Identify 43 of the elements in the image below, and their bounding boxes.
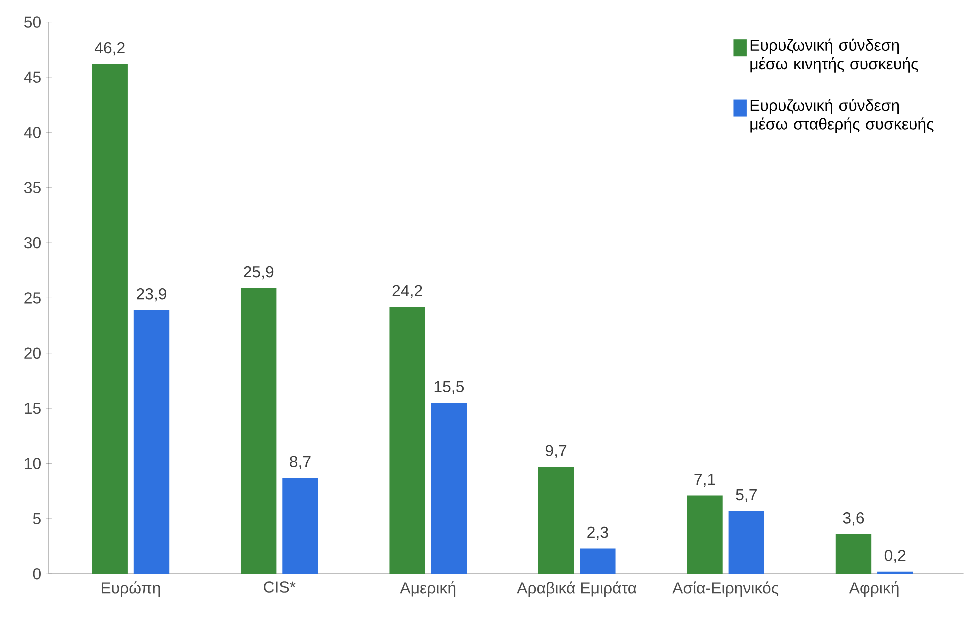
y-tick-label: 0 <box>33 568 41 580</box>
data-label: 25,9 <box>244 266 274 280</box>
data-label: 5,7 <box>736 490 757 503</box>
bar <box>240 288 277 574</box>
legend-label: Ευρυζωνική σύνδεση μέσω σταθερής συσκευής <box>750 99 934 134</box>
data-label: 46,2 <box>94 42 125 56</box>
y-tick-label: 40 <box>24 127 41 138</box>
x-tick-label: Ευρώπη <box>102 582 160 597</box>
data-label: 24,2 <box>392 285 422 298</box>
bar <box>538 467 574 574</box>
legend-label: Ευρυζωνική σύνδεση μέσω κινητής συσκευής <box>750 38 918 73</box>
bar <box>134 310 170 574</box>
y-tick-label: 10 <box>25 458 41 470</box>
data-label: 15,5 <box>434 381 464 394</box>
data-label: 9,7 <box>546 445 567 458</box>
x-tick-label: Αφρική <box>849 582 899 597</box>
x-tick-label: CIS* <box>264 582 296 593</box>
bar <box>836 534 872 574</box>
bar <box>687 496 723 574</box>
x-tick-label: Ασία-Ειρηνικός <box>672 582 779 597</box>
data-label: 7,1 <box>694 474 716 488</box>
y-tick-label: 30 <box>24 237 41 249</box>
x-tick-label: Αραβικά Εμιράτα <box>517 582 637 597</box>
y-tick-label: 50 <box>24 16 41 28</box>
data-label: 23,9 <box>137 288 167 302</box>
data-label: 3,6 <box>843 512 864 526</box>
bar <box>390 307 426 574</box>
bar <box>92 64 128 574</box>
bar <box>728 511 765 574</box>
y-tick-label: 35 <box>24 182 41 194</box>
bar <box>580 548 616 574</box>
data-label: 2,3 <box>588 526 608 540</box>
y-tick-label: 5 <box>33 513 41 524</box>
data-label: 8,7 <box>290 456 311 470</box>
y-tick-label: 20 <box>24 348 41 360</box>
bar <box>431 403 468 574</box>
y-tick-label: 45 <box>24 72 41 84</box>
data-label: 0,2 <box>884 550 906 564</box>
bar <box>282 478 318 574</box>
y-tick-label: 15 <box>25 403 41 414</box>
y-tick-label: 25 <box>24 292 41 304</box>
bar <box>878 572 914 574</box>
x-tick-label: Αμερική <box>400 582 456 597</box>
